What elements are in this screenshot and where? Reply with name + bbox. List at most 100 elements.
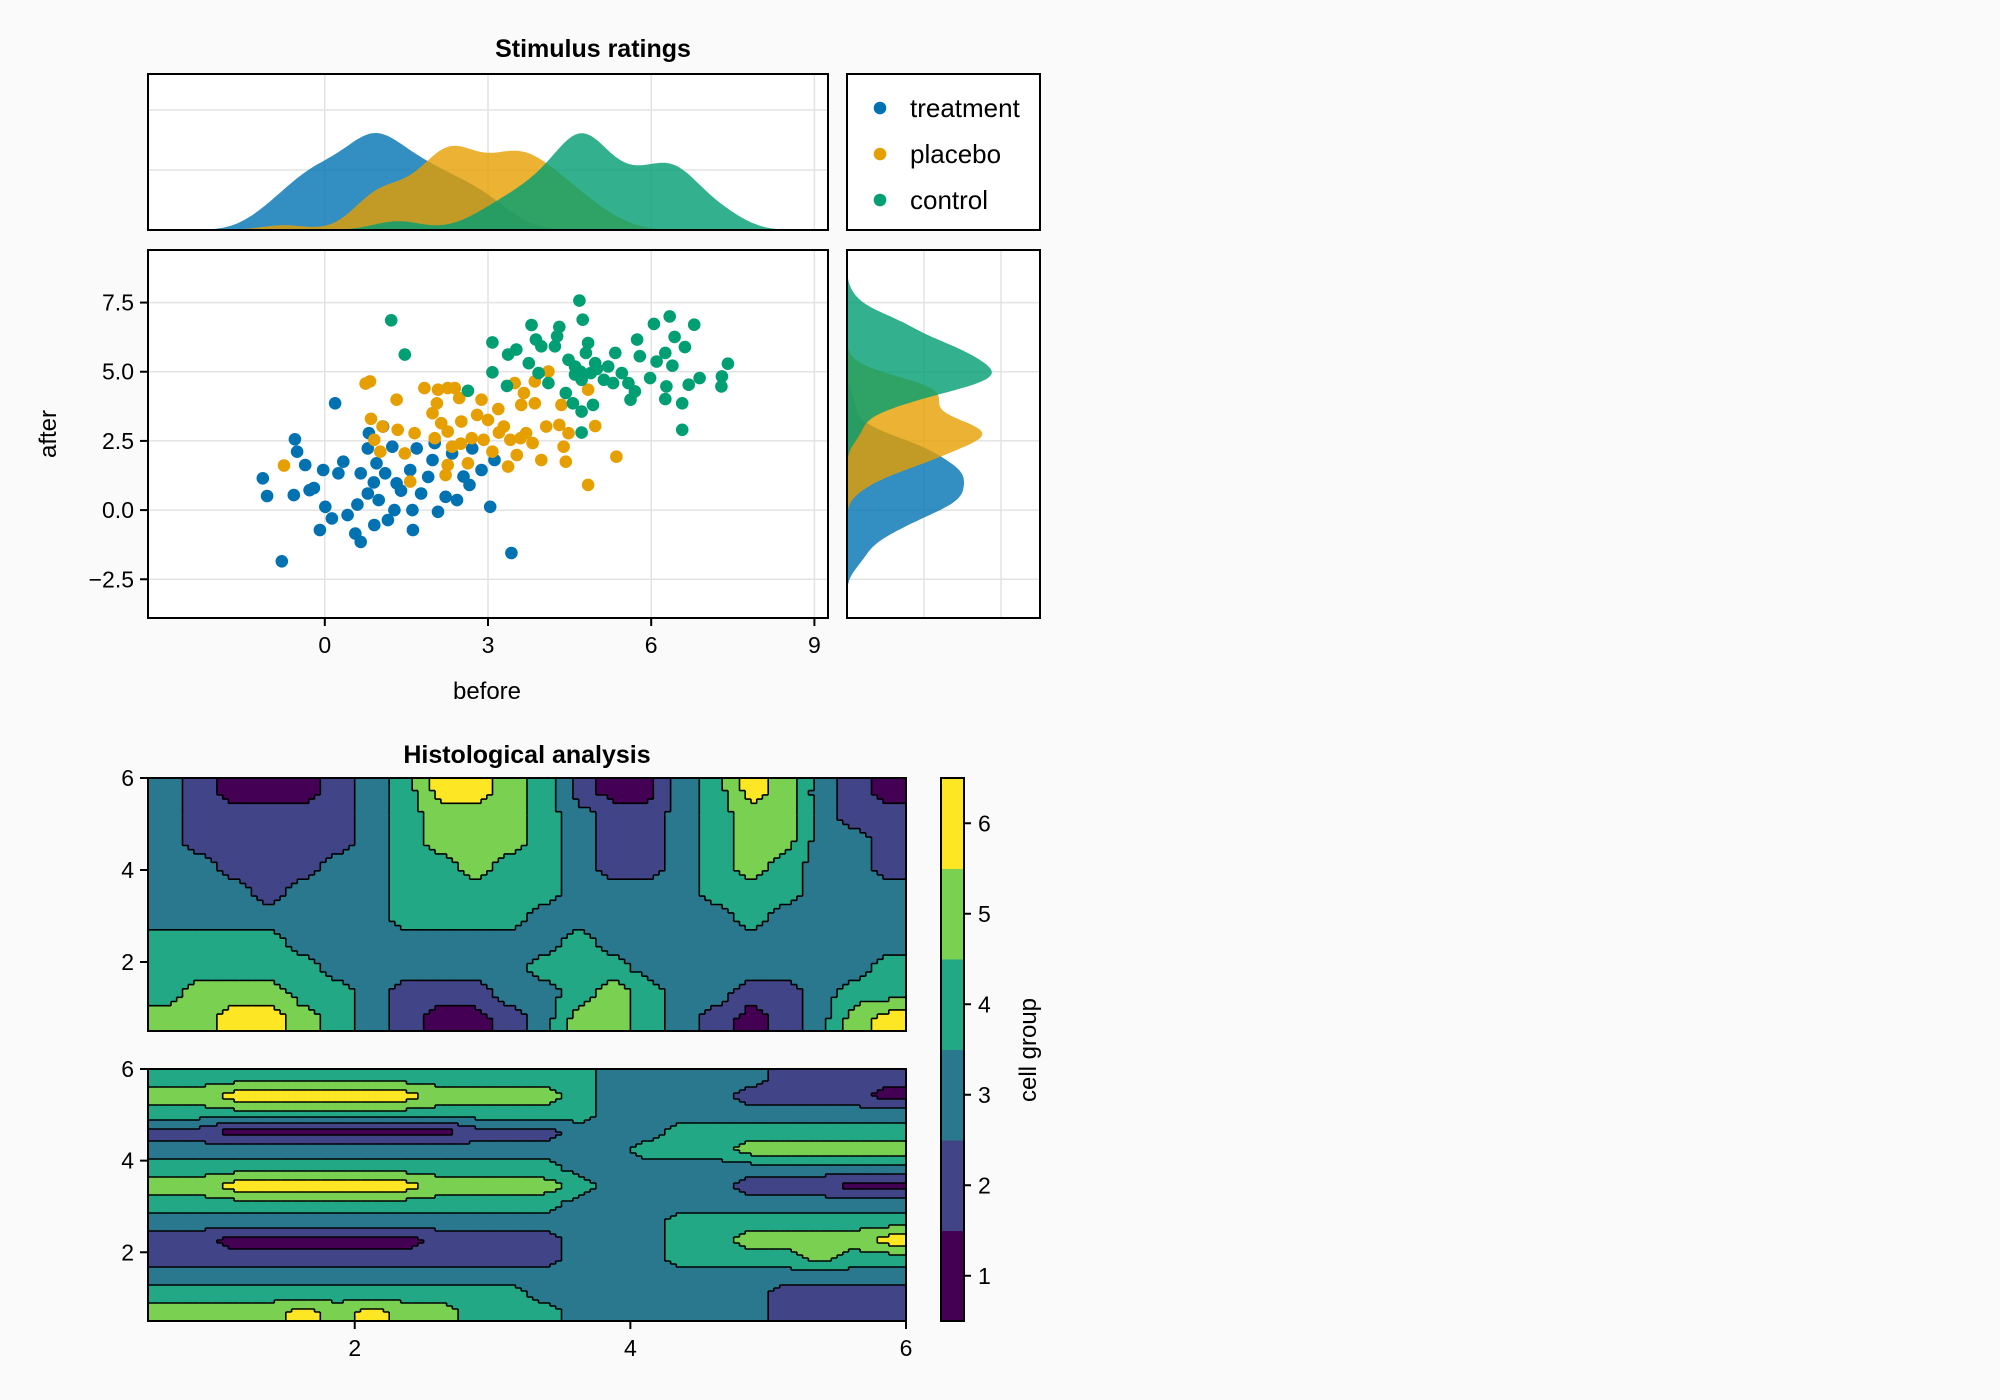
contour-cell: [739, 921, 764, 927]
contour-cell: [561, 891, 700, 897]
density-treatment: [847, 250, 964, 618]
contour-cell: [417, 1237, 563, 1241]
contour-cell: [699, 858, 735, 863]
contour-cell: [527, 841, 563, 847]
scatter-point-control: [687, 318, 701, 332]
contour-cell: [148, 891, 252, 897]
contour-cell: [148, 1177, 545, 1181]
contour-cell: [561, 1183, 597, 1187]
scatter-point-control: [675, 397, 689, 410]
contour-cell: [785, 849, 809, 855]
contour-cell: [561, 858, 597, 863]
contour-cell: [733, 811, 798, 817]
contour-cell: [825, 1026, 844, 1032]
contour-cell: [148, 1075, 597, 1079]
contour-cell: [285, 1312, 321, 1316]
contour-cell: [808, 790, 838, 796]
scatter-point-control: [715, 370, 729, 383]
contour-cell: [148, 862, 218, 868]
contour-cell: [417, 807, 528, 813]
contour-cell: [148, 1204, 563, 1208]
contour-cell: [297, 1001, 356, 1007]
contour-cell: [561, 1318, 769, 1322]
contour-cell: [837, 790, 873, 796]
contour-cell: [567, 1022, 631, 1028]
contour-cell: [555, 803, 580, 809]
contour-cell: [888, 997, 907, 1003]
contour-cell: [354, 1318, 390, 1322]
scatter-point-placebo: [581, 478, 595, 492]
contour-cell: [561, 1201, 907, 1205]
contour-cell: [699, 874, 746, 880]
contour-cell: [492, 782, 528, 788]
contour-cell: [756, 1084, 907, 1088]
contour-cell: [837, 988, 907, 994]
contour-cell: [773, 1288, 907, 1292]
contour-cell: [756, 874, 804, 880]
contour-cell: [458, 1123, 677, 1127]
contour-cell: [234, 1099, 408, 1103]
contour-cell: [595, 862, 666, 868]
contour-cell: [216, 1018, 287, 1024]
contour-cell: [733, 1183, 844, 1187]
contour-cell: [814, 832, 867, 838]
contour-cell: [458, 862, 494, 868]
scatter-point-control: [522, 356, 536, 370]
contour-cell: [148, 896, 258, 901]
contour-cell: [148, 1267, 792, 1271]
contour-cell: [762, 921, 907, 927]
contour-cell: [768, 1291, 907, 1295]
contour-cell: [808, 858, 873, 863]
contour-cell: [148, 988, 184, 994]
contour-cell: [182, 828, 356, 834]
contour-cell: [148, 1153, 637, 1157]
contour-cell: [664, 849, 700, 855]
contour-cell: [584, 1120, 907, 1124]
contour-cell: [561, 938, 597, 944]
contour-cell: [182, 778, 218, 783]
contour-cell: [274, 1005, 310, 1011]
contour-cell: [148, 1294, 528, 1298]
contour-cell: [664, 862, 700, 868]
contour-cell: [561, 883, 700, 889]
contour-cell: [274, 900, 390, 906]
contour-cell: [527, 794, 557, 800]
contour-cell: [745, 790, 769, 796]
contour-lines: [148, 1069, 907, 1321]
contour-cell: [148, 955, 310, 960]
contour-cell: [285, 938, 563, 944]
contour-cell: [148, 1276, 907, 1280]
contour-cell: [148, 1141, 207, 1145]
contour-cell: [578, 803, 672, 809]
contour-cell: [320, 778, 356, 783]
contour-cell: [308, 1005, 356, 1011]
colorbar-band: [941, 959, 964, 1050]
contour-cell: [389, 1022, 425, 1028]
contour-cell: [590, 997, 631, 1003]
contour-cell: [595, 1099, 741, 1103]
contour-cell: [733, 1237, 878, 1241]
contour-cell: [670, 778, 700, 783]
colorbar-band: [941, 1049, 964, 1141]
contour-cell: [768, 1026, 804, 1032]
scatter-point-treatment: [361, 442, 375, 455]
contour-cell: [595, 1108, 907, 1112]
contour-cell: [745, 1009, 764, 1015]
contour-cell: [699, 837, 735, 842]
contour-cell: [538, 955, 620, 960]
scatter-point-treatment: [465, 442, 479, 455]
contour-cell: [825, 1195, 907, 1199]
contour-cell: [733, 1096, 878, 1100]
scatter-point-placebo: [448, 381, 462, 395]
contour-cell: [222, 794, 316, 800]
contour-cell: [750, 1162, 907, 1166]
y-tick-label: 2: [121, 949, 134, 975]
scatter-point-control: [628, 385, 642, 398]
top-density-panel: [147, 73, 829, 231]
scatter-point-placebo: [403, 475, 417, 488]
contour-cell: [148, 938, 287, 944]
contour-cell: [664, 1001, 723, 1007]
contour-cell: [320, 963, 528, 969]
contour-cell: [148, 1072, 597, 1076]
scatter-point-control: [573, 294, 586, 307]
